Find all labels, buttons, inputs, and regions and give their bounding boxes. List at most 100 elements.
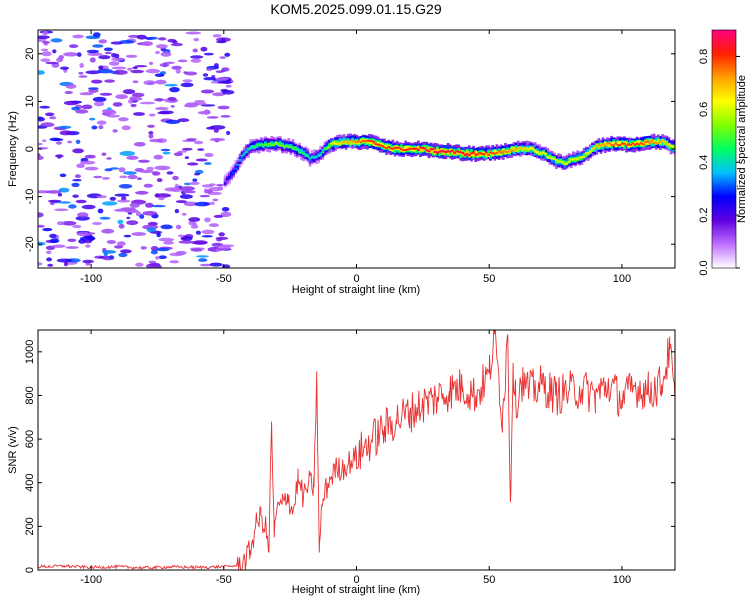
noise-blob [146,227,156,233]
noise-blob [46,257,52,262]
noise-blob [92,32,101,37]
ridge-segment [270,144,274,147]
ridge-segment [434,150,437,153]
noise-blob [130,103,137,108]
noise-blob [152,171,161,176]
ridge-segment [234,167,238,170]
ridge-segment [593,145,597,150]
noise-blob [218,232,225,237]
ridge-segment [444,151,448,153]
ridge-segment [393,146,397,149]
noise-blob [75,139,81,144]
ridge-segment [334,140,337,145]
ridge-segment [427,146,431,151]
ridge-segment [506,151,509,153]
ridge-segment [253,146,257,149]
noise-blob [155,50,160,55]
noise-blob [212,92,226,97]
x-tick-label: 50 [483,574,495,586]
noise-blob [217,105,230,110]
noise-blob [116,241,126,247]
ridge-segment [669,145,673,150]
noise-blob [204,217,211,223]
ridge-segment [323,148,327,150]
ridge-segment [372,141,376,144]
noise-blob [83,238,93,244]
ridge-segment [425,145,429,153]
noise-blob [98,39,108,44]
ridge-segment [406,146,410,150]
noise-blob [135,262,144,267]
spectrogram-frame [37,29,676,269]
noise-blob [127,174,138,180]
ridge-segment [487,153,490,156]
noise-blob [40,122,55,128]
ridge-segment [563,160,567,165]
noise-blob [57,154,62,159]
noise-blob [40,48,49,52]
ridge-segment [349,140,352,145]
noise-blob [89,57,96,63]
ridge-segment [380,145,384,147]
ridge-segment [489,151,492,159]
ridge-segment [485,151,488,154]
ridge-segment [627,143,630,146]
ridge-segment [552,158,556,160]
snr-y-axis-label: SNR (v/v) [7,426,19,474]
ridge-segment [465,150,469,155]
x-tick-label: 100 [613,574,631,586]
noise-blob [103,47,113,52]
noise-blob [82,259,94,264]
noise-blob [225,84,232,88]
ridge-segment [603,144,607,147]
noise-blob [193,37,200,42]
ridge-segment [468,154,471,157]
noise-blob [135,190,149,195]
ridge-segment [245,151,248,154]
noise-blob [187,162,199,166]
ridge-segment [646,140,650,143]
ridge-segment [610,141,613,146]
noise-blob [126,155,139,160]
noise-blob [177,118,190,123]
ridge-segment [346,141,350,144]
noise-blob [200,104,216,107]
ridge-segment [274,142,278,144]
ridge-segment [569,158,573,161]
ridge-segment [463,154,467,156]
noise-blob [198,258,208,262]
noise-blob [208,223,219,228]
noise-blob [181,212,187,216]
ridge-segment [478,152,482,154]
noise-blob [40,58,51,62]
figure-title: KOM5.2025.099.01.15.G29 [270,1,441,17]
noise-blob [156,178,163,183]
noise-blob [132,66,138,70]
noise-blob [58,201,71,204]
noise-blob [106,157,112,160]
noise-blob [179,194,193,200]
ridge-segment [436,148,439,153]
ridge-segment [665,143,669,146]
noise-blob [204,162,212,165]
noise-blob [120,249,132,254]
ridge-segment [342,140,346,143]
ridge-segment [580,156,584,159]
y-tick-label: 20 [24,48,36,60]
noise-blob [42,139,47,142]
noise-blob [88,87,99,90]
ridge-segment [225,178,229,181]
noise-blob [172,175,179,181]
noise-blob [108,255,115,259]
noise-blob [133,112,145,116]
noise-blob [59,130,73,136]
noise-blob [170,42,183,47]
spectrogram-noise-blobs [38,30,235,268]
noise-blob [112,102,123,107]
colorbar-label: Normalized spectral amplitude [736,75,748,223]
ridge-segment [419,146,422,149]
ridge-segment [635,142,639,145]
ridge-segment [406,148,410,151]
noise-blob [60,66,69,70]
ridge-segment [291,147,295,150]
